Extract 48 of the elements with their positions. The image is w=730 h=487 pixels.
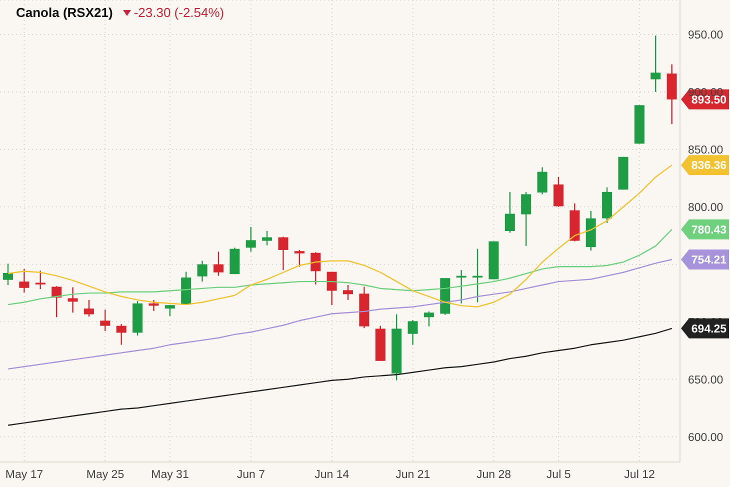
candlestick xyxy=(310,252,321,286)
candlestick xyxy=(164,304,175,317)
candlestick xyxy=(262,230,272,246)
line-series xyxy=(7,228,673,306)
candlestick xyxy=(197,260,208,282)
candlestick xyxy=(553,176,564,208)
data-label: 780.43 xyxy=(691,224,727,236)
candlestick xyxy=(3,263,13,286)
data-label: 694.25 xyxy=(691,323,728,336)
candlestick xyxy=(343,284,353,301)
y-tick-label: 600.00 xyxy=(688,432,724,444)
chart-title: Canola (RSX21) xyxy=(16,5,113,20)
candlestick xyxy=(650,35,661,93)
y-tick-label: 650.00 xyxy=(688,374,724,386)
candlestick xyxy=(52,286,62,318)
candlestick xyxy=(424,310,434,327)
candlestick xyxy=(326,271,337,306)
y-tick-label: 800.00 xyxy=(688,202,724,214)
x-tick-label: Jun 7 xyxy=(236,469,266,482)
candlestick xyxy=(278,236,288,271)
x-tick-label: Jun 28 xyxy=(476,469,512,482)
candlestick xyxy=(294,249,304,268)
candlestick xyxy=(408,319,418,346)
candlestick xyxy=(504,191,515,234)
annotation: -23.30 (-2.54%) xyxy=(134,5,224,20)
x-tick-label: Jun 14 xyxy=(314,469,350,482)
x-tick-label: May 31 xyxy=(151,469,189,482)
x-tick-label: Jun 21 xyxy=(396,469,430,482)
candlestick xyxy=(19,268,30,294)
y-tick-label: 950.00 xyxy=(688,30,724,42)
candlestick xyxy=(521,191,532,247)
candlestick xyxy=(116,323,126,346)
candlestick xyxy=(537,166,548,195)
y-tick-label: 850.00 xyxy=(688,144,724,156)
candlestick xyxy=(35,270,46,290)
line-series xyxy=(7,328,673,426)
candlestick xyxy=(84,299,94,318)
x-tick-label: Jul 5 xyxy=(546,469,571,482)
x-tick-label: May 25 xyxy=(86,469,124,482)
x-tick-label: Jul 12 xyxy=(624,469,655,482)
line-series xyxy=(7,258,673,370)
data-label: 754.21 xyxy=(691,254,728,266)
candlestick xyxy=(213,251,224,276)
candlestick xyxy=(246,226,256,252)
x-tick-label: May 17 xyxy=(5,469,44,482)
data-label: 836.36 xyxy=(691,160,727,172)
candlestick xyxy=(100,309,110,332)
candlestick xyxy=(68,286,78,314)
